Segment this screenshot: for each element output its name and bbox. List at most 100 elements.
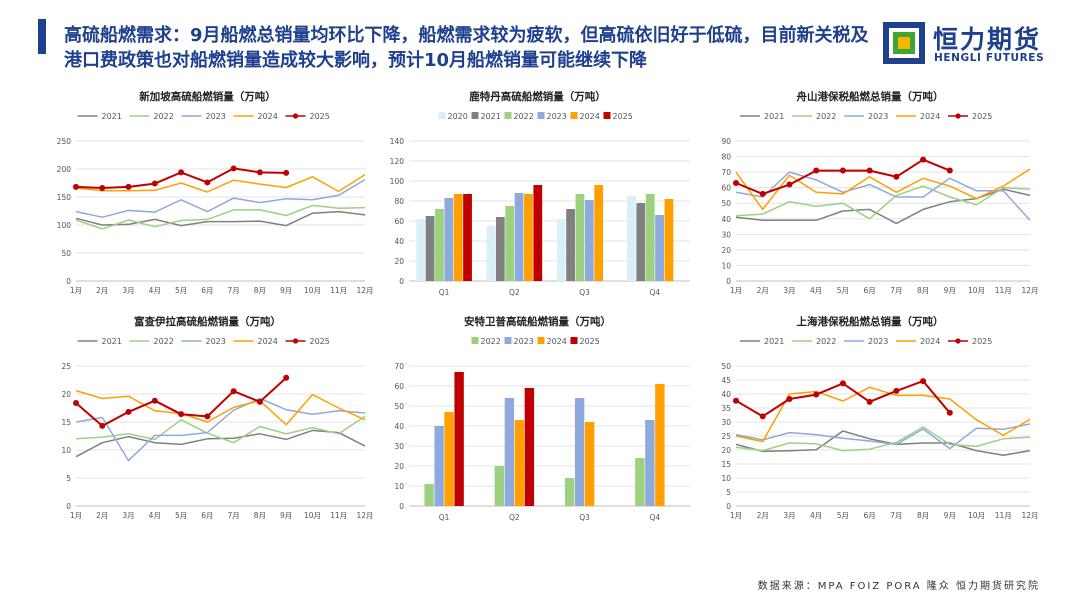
point-2025	[866, 167, 873, 174]
legend-marker	[292, 338, 299, 344]
bar-2020	[416, 219, 426, 281]
bar-2022	[575, 194, 585, 281]
x-tick-label: 5月	[837, 511, 849, 520]
legend-label: 2021	[102, 112, 122, 121]
y-tick-label: 30	[721, 230, 731, 239]
y-tick-label: 100	[390, 177, 405, 186]
chart-shanghai: 上海港保税船燃总销量（万吨）2021 2022 2023 2024 2025051015…	[721, 315, 1038, 520]
series-line-2022	[75, 415, 366, 444]
x-tick-label: Q4	[650, 288, 661, 297]
y-tick-label: 35	[721, 404, 731, 413]
point-2025	[946, 409, 953, 416]
bar-2022	[635, 458, 645, 506]
title-accent-bar	[38, 19, 46, 54]
legend-item-2022: 2022	[504, 112, 534, 121]
point-2025	[204, 413, 211, 420]
legend-label: 2022	[514, 112, 534, 121]
x-tick-label: 8月	[254, 511, 266, 520]
legend-item-2024: 2024	[537, 337, 567, 346]
legend-marker	[955, 113, 961, 119]
x-tick-label: 3月	[122, 511, 134, 520]
x-tick-label: 5月	[175, 286, 187, 295]
y-tick-label: 40	[394, 422, 404, 431]
y-tick-label: 50	[394, 402, 404, 411]
point-2025	[256, 169, 263, 176]
bar-2021	[566, 209, 575, 281]
y-tick-label: 140	[390, 137, 405, 146]
legend-label: 2025	[310, 112, 330, 121]
y-tick-label: 60	[394, 382, 404, 391]
x-tick-label: 12月	[1021, 286, 1038, 295]
y-tick-label: 15	[721, 460, 731, 469]
y-tick-label: 25	[721, 432, 731, 441]
point-2025	[73, 399, 79, 406]
legend-item-2022: 2022	[129, 337, 174, 346]
legend-swatch	[537, 112, 545, 119]
y-tick-label: 20	[61, 390, 71, 399]
x-tick-label: Q2	[509, 513, 520, 522]
point-2025	[230, 388, 237, 395]
logo-subtitle: HENGLI FUTURES	[934, 52, 1045, 64]
series-line-2023	[735, 171, 1031, 221]
point-2025	[946, 167, 953, 174]
y-tick-label: 10	[721, 261, 731, 270]
legend-label: 2025	[613, 112, 633, 121]
x-tick-label: 12月	[1021, 511, 1038, 520]
bar-2022	[435, 209, 444, 281]
legend-swatch	[570, 112, 578, 119]
y-tick-label: 70	[721, 168, 731, 177]
bar-2020	[556, 219, 566, 281]
x-tick-label: 8月	[254, 286, 266, 295]
x-tick-label: 9月	[944, 511, 956, 520]
y-tick-label: 40	[394, 237, 404, 246]
series-line-2023	[75, 178, 366, 218]
y-tick-label: 40	[721, 215, 731, 224]
legend-item-2021: 2021	[740, 112, 784, 121]
y-tick-label: 0	[66, 502, 71, 511]
y-tick-label: 70	[394, 362, 404, 371]
legend-label: 2024	[547, 337, 567, 346]
x-tick-label: 2月	[96, 511, 108, 520]
x-tick-label: 6月	[863, 286, 875, 295]
legend-label: 2022	[154, 337, 174, 346]
y-tick-label: 90	[721, 137, 731, 146]
point-2025	[839, 380, 846, 387]
x-tick-label: 10月	[304, 286, 321, 295]
legend-item-2025: 2025	[285, 337, 330, 346]
point-2025	[866, 398, 873, 405]
legend-item-2021: 2021	[77, 112, 122, 121]
x-tick-label: 1月	[730, 511, 742, 520]
bar-2023	[504, 398, 515, 506]
x-tick-label: 6月	[863, 511, 875, 520]
chart-title: 上海港保税船燃总销量（万吨）	[797, 315, 944, 328]
y-tick-label: 250	[57, 137, 72, 146]
y-tick-label: 20	[394, 462, 404, 471]
y-tick-label: 50	[61, 249, 71, 258]
legend-item-2025: 2025	[285, 112, 330, 121]
x-tick-label: 9月	[280, 511, 292, 520]
point-2025	[893, 387, 900, 394]
legend-label: 2021	[764, 112, 784, 121]
x-tick-label: Q1	[439, 288, 450, 297]
bar-2021	[636, 203, 646, 281]
bar-2022	[645, 194, 655, 281]
legend-label: 2024	[920, 337, 940, 346]
legend-item-2022: 2022	[792, 337, 836, 346]
legend-label: 2022	[816, 112, 836, 121]
series-line-2024	[735, 168, 1031, 211]
point-2025	[204, 179, 211, 186]
point-2025	[125, 183, 132, 190]
x-tick-label: 1月	[70, 286, 82, 295]
x-tick-label: 6月	[201, 511, 213, 520]
legend-item-2024: 2024	[570, 112, 600, 121]
legend-item-2022: 2022	[471, 337, 501, 346]
x-tick-label: 4月	[810, 286, 822, 295]
chart-antwerp: 安特卫普高硫船燃销量（万吨） 2022 2023 2024 2025 0 10 20 30 40 5…	[394, 315, 690, 522]
point-2025	[99, 422, 106, 429]
y-tick-label: 100	[57, 221, 72, 230]
y-tick-label: 0	[399, 502, 404, 511]
point-2025	[813, 167, 820, 174]
y-tick-label: 25	[61, 362, 71, 371]
x-tick-label: 9月	[280, 286, 292, 295]
legend-item-2020: 2020	[438, 112, 468, 121]
